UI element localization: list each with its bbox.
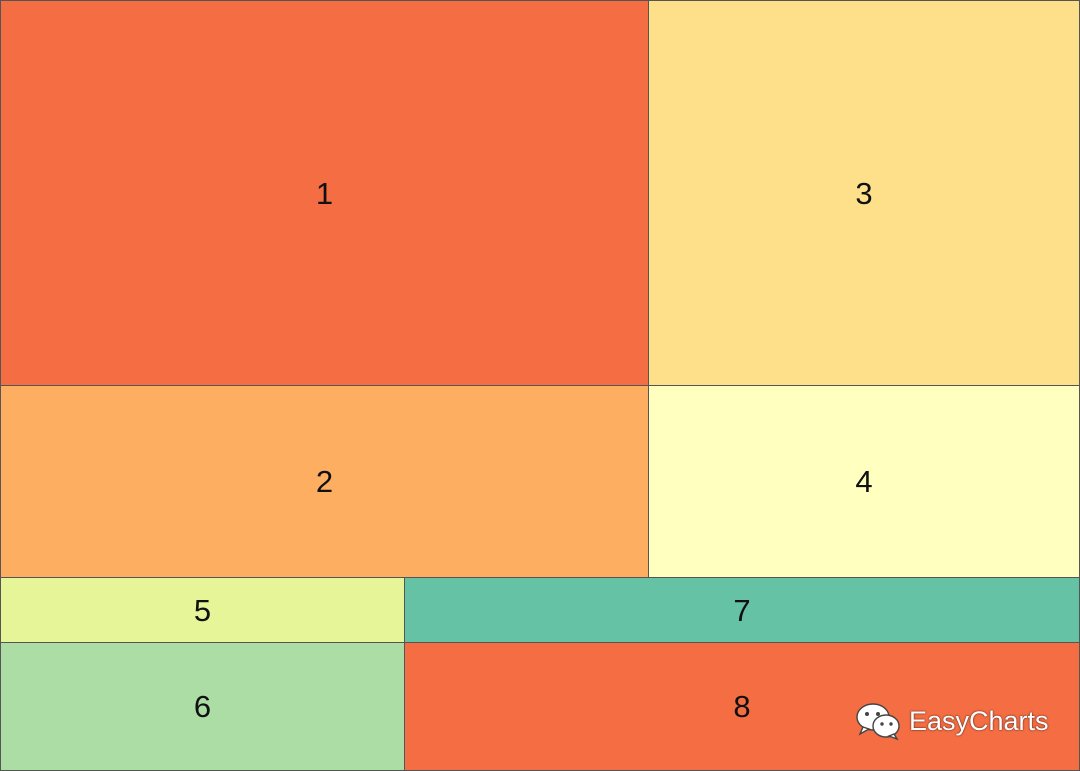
cell-8-label: 8 <box>733 689 751 724</box>
cell-2: 2 <box>0 385 649 578</box>
cell-6-label: 6 <box>193 689 212 724</box>
cell-2-label: 2 <box>315 464 334 499</box>
cell-3-label: 3 <box>855 175 873 211</box>
cell-4: 4 <box>648 385 1080 578</box>
cell-8: 8 <box>404 642 1080 771</box>
cell-1: 1 <box>0 0 649 386</box>
cell-6: 6 <box>0 642 405 771</box>
cell-1-label: 1 <box>315 175 334 211</box>
cell-5: 5 <box>0 577 405 643</box>
cell-3: 3 <box>648 0 1080 386</box>
cell-7-label: 7 <box>733 592 751 628</box>
cell-7: 7 <box>404 577 1080 643</box>
cell-5-label: 5 <box>193 592 212 628</box>
cell-4-label: 4 <box>855 464 873 499</box>
